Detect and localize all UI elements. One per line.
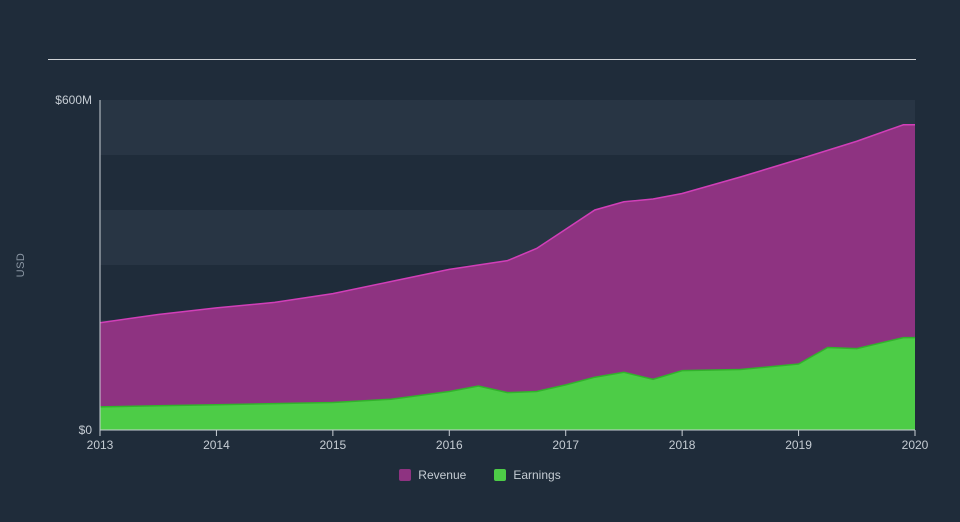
legend-swatch-revenue (399, 469, 411, 481)
x-tick-label: 2018 (669, 438, 696, 452)
y-tick-label: $0 (79, 423, 92, 437)
x-tick-label: 2020 (902, 438, 929, 452)
legend-label-earnings: Earnings (513, 468, 560, 482)
x-tick-label: 2015 (319, 438, 346, 452)
x-tick-label: 2016 (436, 438, 463, 452)
x-tick-label: 2014 (203, 438, 230, 452)
y-axis-title-text: USD (15, 253, 27, 278)
legend-swatch-earnings (494, 469, 506, 481)
legend-item-earnings: Earnings (494, 468, 560, 482)
x-tick-label: 2019 (785, 438, 812, 452)
chart-plot-area: 20132014201520162017201820192020$0$600M (100, 100, 915, 430)
chart-legend: Revenue Earnings (0, 468, 960, 482)
legend-label-revenue: Revenue (418, 468, 466, 482)
x-tick-label: 2013 (87, 438, 114, 452)
legend-item-revenue: Revenue (399, 468, 466, 482)
divider-line (48, 59, 916, 60)
y-tick-label: $600M (55, 93, 92, 107)
area-chart-svg (100, 100, 915, 430)
x-tick-label: 2017 (552, 438, 579, 452)
